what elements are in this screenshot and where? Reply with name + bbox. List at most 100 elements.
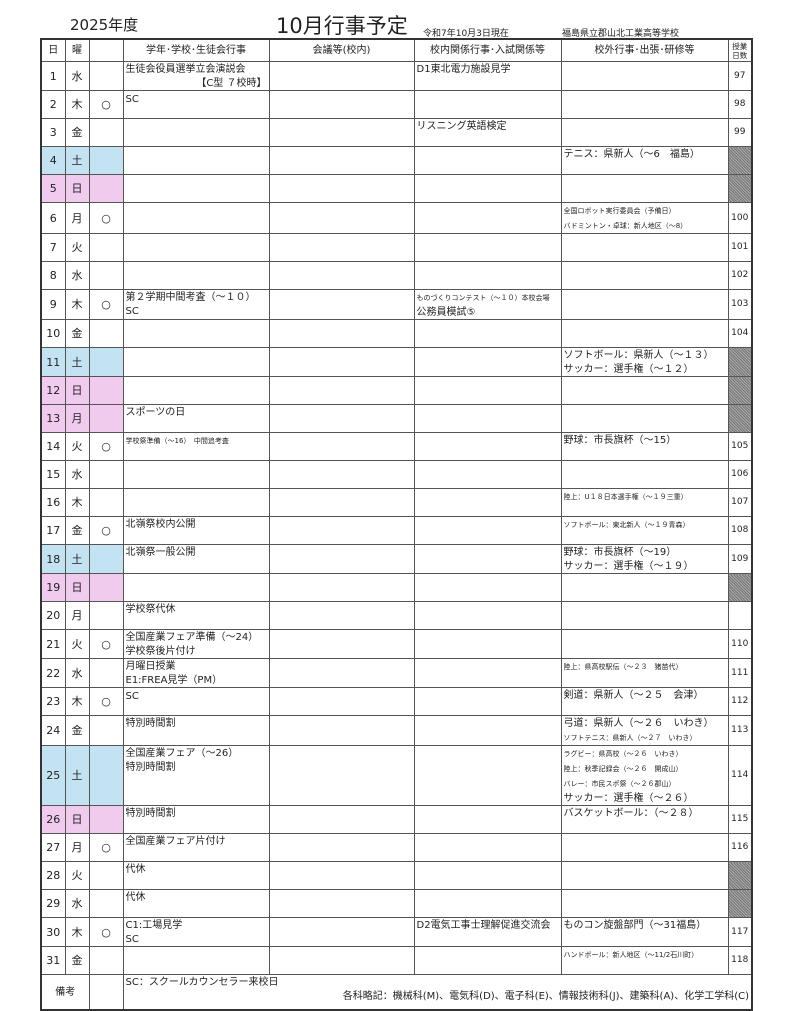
event-text: 弓道：県新人（～２６ いわき） — [563, 718, 714, 729]
event-text: 全国産業フェア（～26） — [125, 748, 239, 759]
event-text: 全国産業フェア準備（～24） — [125, 632, 259, 643]
meetings-cell — [268, 946, 415, 975]
event-text: サッカー：選手権（～１９） — [563, 561, 694, 572]
class-day-count: 107 — [727, 488, 753, 517]
table-row: 28 火 代休 — [40, 861, 753, 890]
external-events-cell: ソフトボール：県新人（～１３） サッカー：選手権（～１２） — [560, 347, 729, 377]
class-day-count: 118 — [727, 946, 753, 975]
table-row: 31 金 ハンドボール：新人地区（～11/2石川町） 118 — [40, 946, 753, 975]
col-header-mark — [88, 38, 124, 62]
mark-cell: ○ — [88, 202, 124, 234]
external-events-cell: ものコン旋盤部門（～31福島） — [560, 917, 729, 947]
mark-cell — [88, 376, 124, 405]
mark-cell — [88, 174, 124, 203]
day-cell: 2 — [40, 90, 66, 119]
internal-events-cell — [413, 376, 562, 405]
event-text: 学校祭準備（～16） 中間追考査 — [125, 437, 229, 445]
day-cell: 23 — [40, 687, 66, 716]
class-day-count: 104 — [727, 319, 753, 348]
day-cell: 3 — [40, 118, 66, 147]
meetings-cell — [268, 745, 415, 806]
table-row: 26 日 特別時間割 バスケットボール：（～２８） 115 — [40, 805, 753, 834]
schedule-table: 日 曜 学年･学校･生徒会行事 会議等(校内) 校内関係行事･入試関係等 校外行… — [40, 38, 753, 1011]
event-text: C1:工場見学 — [125, 920, 183, 931]
mark-cell: ○ — [88, 432, 124, 461]
meetings-cell — [268, 861, 415, 890]
event-text: 剣道：県新人（～２５ 会津） — [563, 690, 704, 701]
external-events-cell: 全国ロボット実行委員会（予備日） バドミントン・卓球：新人地区（～8） — [560, 202, 729, 234]
internal-events-cell — [413, 174, 562, 203]
event-text: E1:FREA見学（PM） — [125, 675, 223, 686]
meetings-cell — [268, 460, 415, 489]
dow-cell: 水 — [64, 261, 90, 290]
school-name: 福島県立郡山北工業高等学校 — [562, 29, 680, 39]
event-text: D2電気工事士理解促進交流会 — [416, 920, 551, 931]
dow-cell: 金 — [64, 715, 90, 746]
class-day-count: 114 — [727, 745, 753, 806]
school-events-cell — [122, 233, 270, 262]
internal-events-cell — [413, 319, 562, 348]
external-events-cell: 陸上：県高校駅伝（～２３ 猪苗代） — [560, 658, 729, 688]
event-text: 特別時間割 — [125, 808, 176, 819]
school-events-cell — [122, 376, 270, 405]
dow-cell: 火 — [64, 233, 90, 262]
dow-cell: 土 — [64, 146, 90, 175]
fiscal-year: 2025年度 — [70, 16, 139, 34]
school-events-cell — [122, 488, 270, 517]
school-events-cell — [122, 118, 270, 147]
dow-cell: 日 — [64, 376, 90, 405]
class-day-count: 117 — [727, 917, 753, 947]
col-header-external-events: 校外行事･出張･研修等 — [560, 38, 729, 62]
mark-cell — [88, 146, 124, 175]
page-title: 10月行事予定 — [276, 14, 408, 38]
internal-events-cell — [413, 488, 562, 517]
school-events-cell: 第２学期中間考査（～１０） SC — [122, 289, 270, 320]
internal-events-cell — [413, 601, 562, 630]
no-class-cell — [727, 146, 753, 175]
mark-cell — [88, 404, 124, 433]
dow-cell: 金 — [64, 516, 90, 545]
event-text: SC — [125, 934, 139, 945]
event-text: 生徒会役員選挙立会演説会 — [125, 64, 246, 75]
class-day-count: 113 — [727, 715, 753, 746]
no-class-cell — [727, 889, 753, 918]
table-row: 1 水 生徒会役員選挙立会演説会 【C型 ７校時】 D1東北電力施設見学 97 — [40, 61, 753, 91]
table-row: 24 金 特別時間割 弓道：県新人（～２６ いわき） ソフトテニス：県新人（～２７ いわ… — [40, 715, 753, 746]
mark-cell — [88, 61, 124, 91]
external-events-cell — [560, 118, 729, 147]
day-cell: 19 — [40, 573, 66, 602]
day-cell: 18 — [40, 544, 66, 574]
event-text: ものコン旋盤部門（～31福島） — [563, 920, 707, 931]
mark-cell — [88, 601, 124, 630]
dow-cell: 日 — [64, 805, 90, 834]
internal-events-cell — [413, 861, 562, 890]
col-header-school-events: 学年･学校･生徒会行事 — [122, 38, 270, 62]
dow-cell: 月 — [64, 202, 90, 234]
schedule-body: 1 水生徒会役員選挙立会演説会 【C型 ７校時】 D1東北電力施設見学 97 2 木 ○ SC 9… — [40, 61, 753, 975]
school-events-cell — [122, 460, 270, 489]
dow-cell: 水 — [64, 61, 90, 91]
table-row: 21 火 ○ 全国産業フェア準備（～24） 学校祭後片付け 110 — [40, 629, 753, 659]
meetings-cell — [268, 687, 415, 716]
school-events-cell: C1:工場見学 SC — [122, 917, 270, 947]
dow-cell: 土 — [64, 347, 90, 377]
external-events-cell: テニス：県新人（～6 福島） — [560, 146, 729, 175]
mark-cell: ○ — [88, 516, 124, 545]
event-text: バレー：市民スポ祭（～２６郡山） — [563, 780, 676, 788]
event-text: 全国ロボット実行委員会（予備日） — [563, 207, 676, 215]
day-cell: 11 — [40, 347, 66, 377]
event-text: 野球：市長旗杯（～15） — [563, 435, 677, 446]
meetings-cell — [268, 61, 415, 91]
day-cell: 28 — [40, 861, 66, 890]
event-text: 第２学期中間考査（～１０） — [125, 292, 256, 303]
school-events-cell: 全国産業フェア（～26） 特別時間割 — [122, 745, 270, 806]
school-events-cell: スポーツの日 — [122, 404, 270, 433]
notes-row: 備考 SC：スクールカウンセラー来校日 各科略記：機械科(M)、電気科(D)、電… — [40, 974, 753, 1011]
mark-cell — [88, 805, 124, 834]
external-events-cell: 野球：市長旗杯（～19） サッカー：選手権（～１９） — [560, 544, 729, 574]
day-cell: 15 — [40, 460, 66, 489]
event-text: スポーツの日 — [125, 407, 186, 418]
internal-events-cell: D1東北電力施設見学 — [413, 61, 562, 91]
table-row: 16 木 陸上：U１８日本選手権（～１９三重） 107 — [40, 488, 753, 517]
event-text: ラグビー：県高校（～２６ いわき） — [563, 750, 683, 758]
